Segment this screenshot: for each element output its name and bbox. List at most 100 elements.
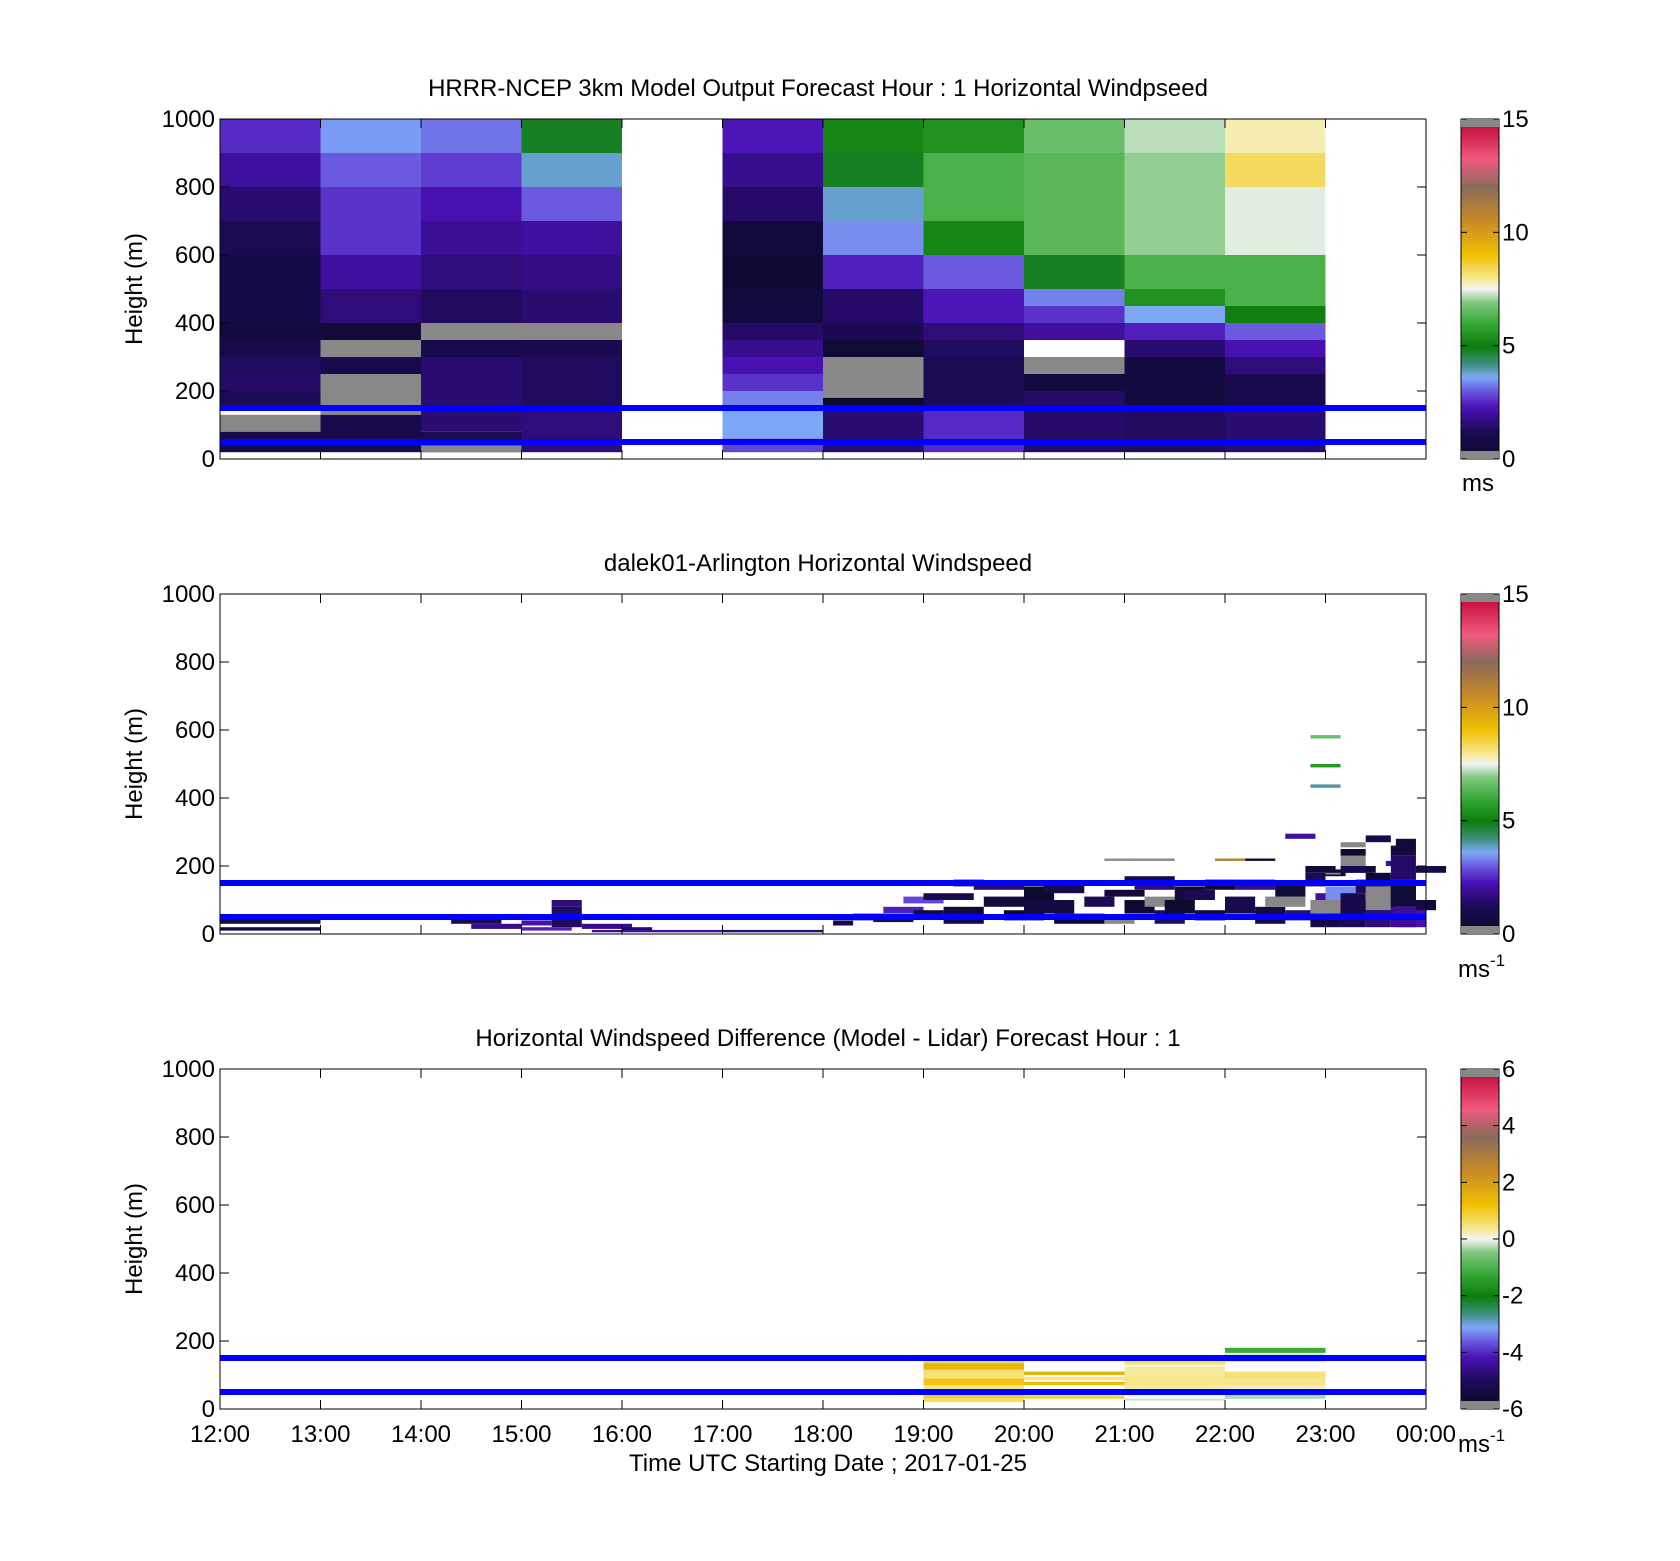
y-tick-label: 200 bbox=[175, 378, 215, 405]
heatmap-cell bbox=[923, 408, 1024, 453]
heatmap-cell bbox=[1104, 889, 1145, 897]
heatmap-cell bbox=[1024, 306, 1125, 323]
heatmap-cell bbox=[833, 920, 854, 926]
panel-difference-x-axis-label: Time UTC Starting Date ; 2017-01-25 bbox=[629, 1450, 1027, 1477]
heatmap-cell bbox=[1340, 866, 1366, 873]
heatmap-cell bbox=[320, 323, 421, 340]
heatmap-cell bbox=[1395, 838, 1416, 849]
heatmap-cell bbox=[521, 289, 622, 323]
heatmap-cell bbox=[1225, 187, 1326, 255]
panel-lidar-title: dalek01-Arlington Horizontal Windspeed bbox=[604, 550, 1032, 577]
heatmap-cell bbox=[1124, 119, 1225, 153]
heatmap-cell bbox=[1024, 153, 1125, 255]
heatmap-cell bbox=[1340, 842, 1366, 848]
heatmap-cell bbox=[220, 255, 321, 289]
panel-lidar-colorbar-unit: ms-1 bbox=[1458, 951, 1505, 983]
heatmap-cell bbox=[1214, 858, 1246, 861]
heatmap-cell bbox=[1365, 835, 1391, 843]
heatmap-cell bbox=[220, 391, 321, 408]
heatmap-cell bbox=[1325, 872, 1341, 875]
panel-model-y-ticks: 0 200 400 600 800 1000 bbox=[162, 106, 1426, 473]
colorbar-tick-label: 4 bbox=[1502, 1113, 1515, 1140]
heatmap-cell bbox=[823, 397, 924, 408]
heatmap-cell bbox=[923, 1385, 1024, 1391]
heatmap-cell bbox=[722, 221, 823, 255]
heatmap-cell bbox=[1024, 289, 1125, 306]
heatmap-cell bbox=[521, 119, 622, 153]
heatmap-cell bbox=[1124, 1398, 1225, 1401]
y-tick-label: 200 bbox=[175, 1328, 215, 1355]
heatmap-cell bbox=[722, 255, 823, 289]
heatmap-cell bbox=[521, 920, 552, 926]
panel-lidar-colorbar: ms-1 0 5 10 15 bbox=[1458, 581, 1529, 983]
heatmap-cell bbox=[923, 357, 1024, 408]
heatmap-cell bbox=[1164, 900, 1195, 914]
heatmap-cell bbox=[320, 340, 421, 357]
panel-lidar: dalek01-Arlington Horizontal Windspeed H… bbox=[121, 550, 1529, 983]
heatmap-cell bbox=[1184, 889, 1215, 900]
panel-model-reference-lines bbox=[220, 405, 1426, 445]
panel-model-colorbar-over bbox=[1461, 119, 1499, 127]
colorbar-tick-label: 10 bbox=[1502, 694, 1529, 721]
panel-model-cells bbox=[220, 119, 1326, 453]
heatmap-cell bbox=[823, 255, 924, 289]
heatmap-cell bbox=[220, 187, 321, 221]
heatmap-cell bbox=[521, 153, 622, 187]
heatmap-cell bbox=[1104, 858, 1175, 861]
heatmap-cell bbox=[1225, 408, 1326, 453]
heatmap-cell bbox=[1340, 849, 1366, 856]
heatmap-cell bbox=[923, 255, 1024, 289]
heatmap-cell bbox=[1275, 883, 1306, 897]
heatmap-cell bbox=[722, 340, 823, 357]
heatmap-cell bbox=[923, 119, 1024, 153]
panel-difference-reference-lines bbox=[220, 1355, 1426, 1395]
heatmap-cell bbox=[1124, 1359, 1225, 1365]
heatmap-cell bbox=[1310, 784, 1341, 788]
heatmap-cell bbox=[521, 255, 622, 289]
panel-difference-y-axis-label: Height (m) bbox=[121, 1183, 148, 1295]
heatmap-cell bbox=[1390, 855, 1416, 880]
heatmap-cell bbox=[722, 391, 823, 408]
panel-difference-colorbar-under bbox=[1461, 1401, 1499, 1409]
x-tick-label: 13:00 bbox=[290, 1421, 350, 1448]
heatmap-cell bbox=[883, 906, 924, 914]
heatmap-cell bbox=[1310, 764, 1341, 768]
panel-difference-colorbar-bar bbox=[1460, 1068, 1500, 1410]
panel-lidar-colorbar-over bbox=[1461, 594, 1499, 602]
panel-lidar-colorbar-unit-exponent: -1 bbox=[1490, 951, 1505, 970]
panel-lidar-y-axis-label: Height (m) bbox=[121, 708, 148, 820]
heatmap-cell bbox=[1285, 833, 1316, 839]
heatmap-cell bbox=[943, 917, 984, 924]
panel-difference-title: Horizontal Windspeed Difference (Model -… bbox=[475, 1025, 1180, 1052]
heatmap-cell bbox=[823, 221, 924, 255]
panel-difference-colorbar: ms-1 -6 -4 -2 0 2 4 6 bbox=[1458, 1056, 1523, 1458]
heatmap-cell bbox=[1024, 374, 1125, 391]
y-tick-label: 600 bbox=[175, 242, 215, 269]
panel-model-colorbar: ms 0 5 10 15 bbox=[1460, 106, 1529, 497]
colorbar-tick-label: 15 bbox=[1502, 106, 1529, 133]
heatmap-cell bbox=[220, 927, 321, 931]
heatmap-cell bbox=[1124, 255, 1225, 289]
x-tick-label: 15:00 bbox=[491, 1421, 551, 1448]
y-tick-label: 0 bbox=[202, 446, 215, 473]
heatmap-cell bbox=[1124, 408, 1225, 453]
heatmap-cell bbox=[1225, 119, 1326, 153]
heatmap-cell bbox=[722, 187, 823, 221]
heatmap-cell bbox=[421, 255, 522, 289]
colorbar-tick-label: 0 bbox=[1502, 1226, 1515, 1253]
colorbar-tick-label: -6 bbox=[1502, 1396, 1523, 1423]
heatmap-cell bbox=[521, 340, 622, 357]
panel-lidar-colorbar-bar bbox=[1460, 593, 1500, 935]
heatmap-cell bbox=[823, 357, 924, 398]
heatmap-cell bbox=[1124, 289, 1225, 306]
panel-model-colorbar-under bbox=[1461, 451, 1499, 459]
x-tick-label: 19:00 bbox=[893, 1421, 953, 1448]
panel-difference-x-ticks: 12:00 13:00 14:00 15:00 16:00 17:00 18:00 19:00… bbox=[190, 1069, 1456, 1448]
heatmap-cell bbox=[451, 918, 502, 924]
heatmap-cell bbox=[1024, 900, 1075, 914]
heatmap-cell bbox=[521, 927, 572, 931]
heatmap-cell bbox=[220, 323, 321, 340]
colorbar-tick-label: -2 bbox=[1502, 1283, 1523, 1310]
heatmap-cell bbox=[923, 893, 974, 900]
heatmap-cell bbox=[521, 408, 622, 453]
